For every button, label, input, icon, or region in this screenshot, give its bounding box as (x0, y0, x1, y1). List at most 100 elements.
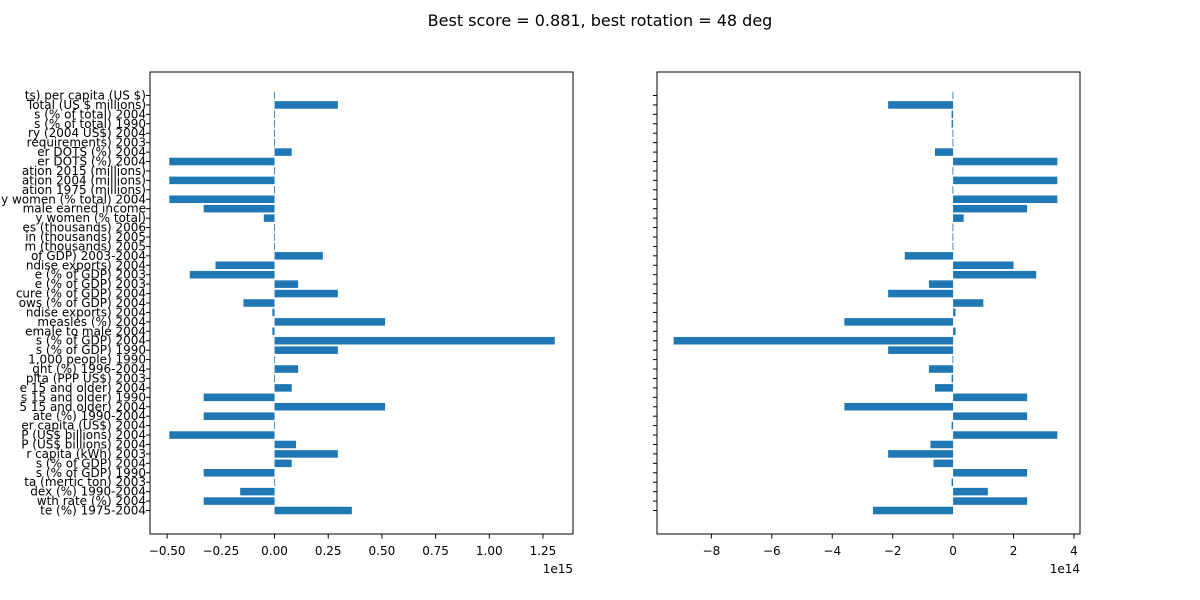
x-tick-label: −4 (823, 544, 841, 558)
y-tick-label: ation 1975 (millions) (22, 183, 146, 197)
y-tick-label: r capita (kWh) 2003 (26, 447, 146, 461)
y-tick-label: ndise exports) 2004 (26, 305, 146, 319)
y-tick-label: s (% of GDP) 1990 (36, 343, 146, 357)
bar (952, 233, 954, 241)
x-tick-label: 0.50 (369, 544, 396, 558)
bar (951, 421, 954, 430)
left-bars (169, 91, 555, 515)
bar (203, 469, 275, 477)
bar (953, 469, 1028, 477)
bar (952, 167, 954, 175)
y-tick-label: te (%) 1975-2004 (40, 504, 146, 518)
bar (274, 346, 338, 354)
x-tick-label: 0 (949, 544, 957, 558)
bar (274, 91, 275, 100)
bar (274, 148, 292, 156)
bar (928, 280, 954, 288)
bar (930, 440, 954, 449)
bar (274, 242, 275, 251)
bar (243, 299, 275, 307)
bar (953, 393, 1028, 402)
bar (951, 478, 954, 486)
y-tick-label: y women (% total) 2004 (1, 192, 146, 206)
bar (953, 487, 988, 496)
bar (274, 365, 299, 373)
bar (203, 393, 275, 402)
right-axes-frame (656, 71, 1081, 535)
bar (952, 242, 954, 251)
bar (274, 355, 276, 364)
bar (274, 336, 555, 345)
y-tick-label: er capita (US$) 2004 (21, 419, 146, 433)
bar (953, 497, 1028, 505)
y-tick-label: P (US$ billions) 2004 (21, 428, 146, 442)
y-tick-label: in (thousands) 2005 (25, 230, 146, 244)
bar (953, 308, 956, 317)
bar (203, 204, 275, 213)
y-tick-label: e (% of GDP) 2003 (35, 268, 146, 282)
bar (240, 487, 275, 496)
y-tick-label: s (% of GDP) 1990 (36, 466, 146, 480)
y-tick-label: pita (PPP US$) 2003 (26, 371, 146, 385)
bar (169, 431, 275, 439)
y-tick-label: P (US$ billions) 2004 (21, 437, 146, 451)
bar (952, 138, 954, 147)
bar (274, 233, 275, 241)
left-offset-label: 1e15 (543, 562, 573, 576)
left-xticks: −0.50 −0.25 0.00 0.25 0.50 0.75 1.00 1.25 (149, 534, 557, 558)
bar (272, 308, 275, 317)
x-tick-label: 1.25 (530, 544, 557, 558)
y-tick-label: e (% of GDP) 2003 (35, 277, 146, 291)
bar (274, 186, 275, 194)
y-tick-label: s (% of GDP) 2004 (36, 334, 146, 348)
bar (953, 299, 984, 307)
bar (844, 318, 954, 326)
y-tick-label: ation 2004 (millions) (22, 173, 146, 187)
x-tick-label: −8 (703, 544, 721, 558)
bar (274, 289, 338, 298)
bar (904, 252, 954, 260)
bar (873, 506, 954, 515)
y-tick-label: s (% of total) 1990 (34, 117, 146, 131)
bar (272, 327, 275, 336)
right-chart: −8 −6 −4 −2 0 2 4 1e14 (653, 71, 1081, 576)
bar (274, 120, 275, 128)
bar (953, 214, 964, 222)
bar (169, 195, 275, 204)
bar (934, 384, 954, 392)
y-tick-label: y women (% total) (35, 211, 146, 225)
bar (274, 223, 275, 232)
x-tick-label: 1.00 (476, 544, 503, 558)
y-tick-label: 1,000 people) 1990 (28, 353, 146, 367)
bar (215, 261, 275, 270)
x-tick-label: 0.75 (422, 544, 449, 558)
x-tick-label: −6 (763, 544, 781, 558)
bar (189, 270, 275, 279)
bar (888, 101, 954, 109)
bar (951, 120, 954, 128)
y-tick-label: measles (%) 2004 (37, 315, 146, 329)
right-offset-label: 1e14 (1050, 562, 1080, 576)
y-tick-label: ndise exports) 2004 (26, 258, 146, 272)
y-tick-label: m (thousands) 2005 (24, 239, 146, 253)
bar (951, 374, 954, 383)
bar (274, 318, 386, 326)
y-tick-label: male earned income (23, 202, 146, 216)
bar (274, 506, 352, 515)
bar (953, 195, 1058, 204)
bar (953, 412, 1028, 420)
bar (274, 402, 386, 411)
x-tick-label: 2 (1010, 544, 1018, 558)
bar (274, 478, 276, 486)
x-tick-label: −0.50 (149, 544, 186, 558)
bar (274, 167, 275, 175)
y-tick-label: wth rate (%) 2004 (37, 494, 146, 508)
bar (952, 355, 954, 364)
right-bars (673, 91, 1058, 515)
y-tick-label: ry (2004 US$) 2004 (28, 126, 146, 140)
bar (274, 421, 275, 430)
y-tick-label: ation 2015 (millions) (22, 164, 146, 178)
bar (953, 261, 1014, 270)
